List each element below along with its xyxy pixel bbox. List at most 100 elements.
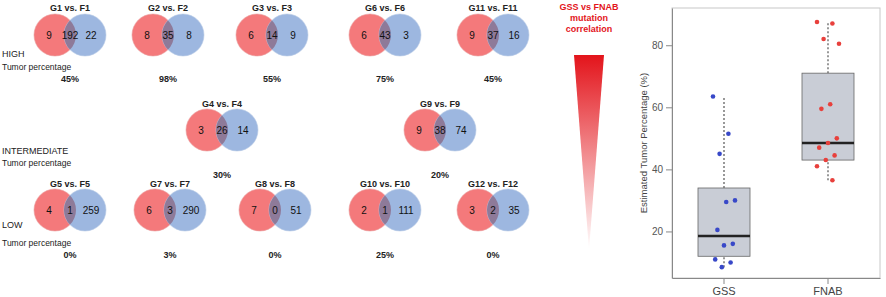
venn-circle-fnab xyxy=(379,189,421,231)
count-fnab-only: 74 xyxy=(455,125,467,136)
correlation-annotation: GSS vs FNAB xyxy=(559,2,619,12)
venn-circle-fnab xyxy=(487,14,529,56)
point xyxy=(728,260,733,265)
count-gss-only: 2 xyxy=(361,205,367,216)
count-shared: 37 xyxy=(487,30,499,41)
count-shared: 192 xyxy=(62,30,79,41)
count-gss-only: 3 xyxy=(198,125,204,136)
box xyxy=(698,188,750,256)
box-chart: 20406080GSSFNABEstimated Tumor Percentag… xyxy=(638,8,881,297)
venn-group: G12 vs. F1232350% xyxy=(457,179,529,260)
count-gss-only: 6 xyxy=(248,30,254,41)
x-tick-label: FNAB xyxy=(813,285,842,297)
x-tick-mark xyxy=(724,278,725,284)
venn-group: G3 vs. F3614955% xyxy=(236,3,308,84)
y-axis-title: Estimated Tumor Percentage (%) xyxy=(638,73,649,213)
point xyxy=(724,200,729,205)
venn-title: G8 vs. F8 xyxy=(255,179,295,189)
venn-overlap xyxy=(269,189,311,231)
row-label: HIGH xyxy=(2,49,25,59)
count-gss-only: 4 xyxy=(46,205,52,216)
box-marks xyxy=(698,20,854,270)
point xyxy=(722,243,727,248)
y-tick-mark xyxy=(666,169,672,170)
count-fnab-only: 8 xyxy=(186,30,192,41)
tumor-percentage: 3% xyxy=(163,250,176,260)
figure: HIGHTumor percentageG1 vs. F191922245%G2… xyxy=(0,0,886,297)
venn-title: G1 vs. F1 xyxy=(50,3,90,13)
venn-overlap xyxy=(216,109,258,151)
y-tick: 60 xyxy=(652,102,672,113)
correlation-annotation: correlation xyxy=(566,24,613,34)
point xyxy=(711,94,716,99)
count-shared: 0 xyxy=(272,205,278,216)
y-tick-mark xyxy=(666,107,672,108)
count-gss-only: 7 xyxy=(251,205,257,216)
venn-title: G3 vs. F3 xyxy=(252,3,292,13)
point xyxy=(821,37,826,42)
venn-overlap xyxy=(379,189,421,231)
tumor-percentage: 0% xyxy=(268,250,281,260)
row-sublabel: Tumor percentage xyxy=(2,238,71,248)
count-fnab-only: 35 xyxy=(508,205,520,216)
box xyxy=(802,73,854,160)
venn-title: G2 vs. F2 xyxy=(148,3,188,13)
count-fnab-only: 22 xyxy=(85,30,97,41)
point xyxy=(720,265,725,270)
tumor-percentage: 30% xyxy=(213,170,231,180)
venn-overlap xyxy=(487,14,529,56)
venn-circle-fnab xyxy=(269,189,311,231)
venn-title: G5 vs. F5 xyxy=(50,179,90,189)
venn-group: G7 vs. F7 6 3 290 3% xyxy=(134,179,206,260)
row-label: INTERMEDIATE xyxy=(2,146,68,156)
count-shared: 1 xyxy=(382,205,388,216)
venn-circle-fnab xyxy=(434,109,476,151)
venn-group: G4 vs. F43261430% xyxy=(186,99,258,180)
y-tick: 20 xyxy=(652,226,672,237)
venn-panel: HIGHTumor percentageG1 vs. F191922245%G2… xyxy=(2,2,619,260)
count-shared: 14 xyxy=(266,30,278,41)
y-axis-line xyxy=(672,9,673,279)
tumor-percentage: 0% xyxy=(486,250,499,260)
tumor-percentage: 55% xyxy=(263,74,281,84)
x-tick-mark xyxy=(828,278,829,284)
point xyxy=(815,20,820,25)
venn-overlap xyxy=(64,189,106,231)
point xyxy=(726,131,731,136)
count-fnab-only: 16 xyxy=(508,30,520,41)
venn-group: G9 vs. F99387420% xyxy=(404,99,476,180)
count-shared: 2 xyxy=(490,205,496,216)
count-fnab-only: 259 xyxy=(83,205,100,216)
venn-title: G9 vs. F9 xyxy=(420,99,460,109)
whisker-upper xyxy=(827,22,828,73)
count-fnab-only: 51 xyxy=(290,205,302,216)
venn-overlap xyxy=(434,109,476,151)
count-shared: 35 xyxy=(162,30,174,41)
count-shared: 3 xyxy=(167,205,173,216)
count-shared: 26 xyxy=(216,125,228,136)
count-fnab-only: 3 xyxy=(403,30,409,41)
count-gss-only: 6 xyxy=(146,205,152,216)
whisker-upper xyxy=(723,96,724,188)
venn-circle-fnab xyxy=(162,14,204,56)
venn-title: G12 vs. F12 xyxy=(468,179,518,189)
venn-circle-fnab xyxy=(379,14,421,56)
point xyxy=(830,21,835,26)
tumor-percentage: 20% xyxy=(431,170,449,180)
y-tick-label: 60 xyxy=(652,102,664,113)
venn-overlap xyxy=(164,189,206,231)
row-sublabel: Tumor percentage xyxy=(2,158,71,168)
count-fnab-only: 14 xyxy=(237,125,249,136)
tumor-percentage: 98% xyxy=(159,74,177,84)
count-gss-only: 8 xyxy=(144,30,150,41)
venn-group: G1 vs. F191922245% xyxy=(34,3,106,84)
count-fnab-only: 290 xyxy=(183,205,200,216)
venn-title: G7 vs. F7 xyxy=(150,179,190,189)
venn-circle-fnab xyxy=(164,189,206,231)
venn-circle-fnab xyxy=(266,14,308,56)
point xyxy=(824,158,829,163)
venn-overlap xyxy=(487,189,529,231)
count-gss-only: 6 xyxy=(361,30,367,41)
y-tick: 40 xyxy=(652,164,672,175)
point xyxy=(715,228,720,233)
